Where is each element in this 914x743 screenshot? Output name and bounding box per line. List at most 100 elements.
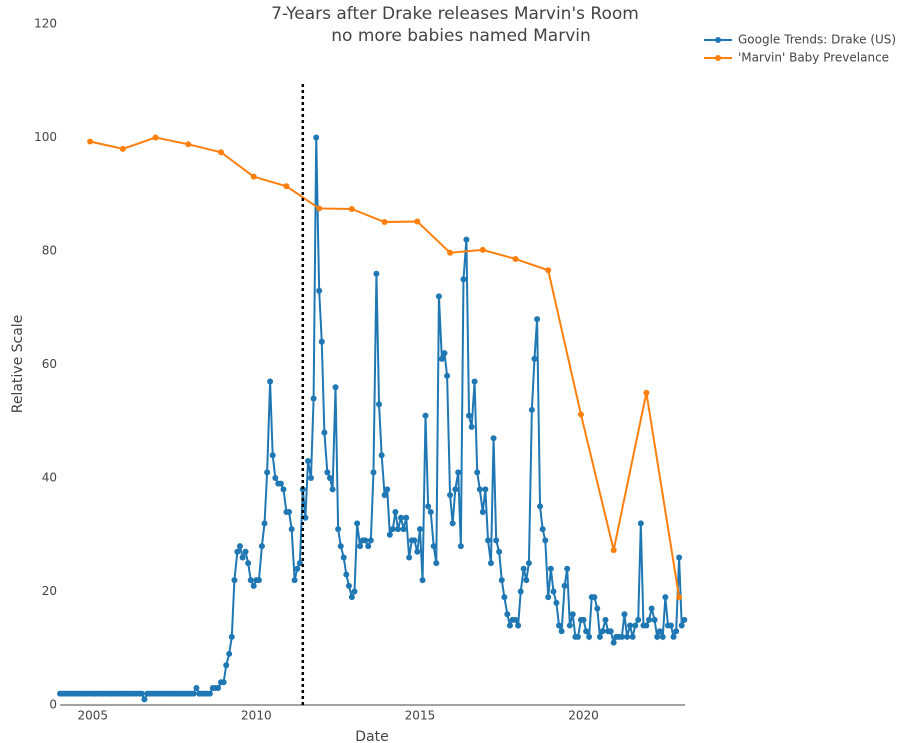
- marker: [277, 480, 284, 487]
- marker: [294, 565, 301, 572]
- marker: [610, 639, 617, 646]
- marker: [326, 475, 333, 481]
- x-tick-label: 2020: [568, 709, 599, 723]
- marker: [280, 486, 287, 493]
- marker: [316, 205, 323, 212]
- marker: [523, 577, 530, 584]
- marker: [648, 605, 655, 612]
- marker: [264, 469, 271, 476]
- marker: [643, 389, 650, 396]
- x-tick-label: 2010: [241, 709, 272, 723]
- marker: [479, 246, 486, 253]
- marker: [228, 633, 235, 640]
- marker: [659, 633, 666, 640]
- marker: [610, 547, 617, 554]
- marker: [438, 355, 445, 362]
- marker: [329, 486, 336, 493]
- marker: [580, 616, 587, 623]
- marker: [676, 594, 683, 601]
- marker: [389, 526, 396, 533]
- marker: [206, 690, 213, 697]
- series: [57, 134, 688, 703]
- marker: [296, 560, 303, 567]
- marker: [416, 526, 423, 533]
- marker: [545, 267, 552, 274]
- marker: [299, 486, 306, 493]
- marker: [643, 622, 650, 629]
- marker: [247, 577, 254, 584]
- marker: [217, 149, 224, 156]
- marker: [602, 616, 609, 623]
- marker: [618, 633, 625, 640]
- marker: [261, 520, 268, 527]
- marker: [340, 554, 347, 561]
- marker: [629, 633, 636, 640]
- marker: [471, 378, 478, 385]
- marker: [474, 469, 481, 476]
- marker: [220, 679, 227, 686]
- marker: [441, 350, 448, 357]
- marker: [362, 537, 369, 544]
- marker: [651, 616, 658, 623]
- y-tick-label: 20: [42, 584, 57, 598]
- marker: [403, 514, 410, 521]
- marker: [291, 577, 298, 584]
- marker: [681, 616, 688, 623]
- marker: [433, 560, 440, 567]
- marker: [468, 423, 475, 430]
- marker: [239, 554, 246, 561]
- marker: [487, 560, 494, 567]
- marker: [537, 503, 544, 510]
- marker: [539, 526, 546, 533]
- marker: [332, 384, 339, 391]
- marker: [316, 287, 323, 294]
- marker: [490, 435, 497, 442]
- marker: [550, 588, 557, 595]
- marker: [493, 537, 500, 544]
- marker: [185, 141, 192, 148]
- marker: [667, 622, 674, 629]
- marker: [242, 548, 249, 555]
- marker: [255, 577, 262, 584]
- marker: [476, 486, 483, 493]
- marker: [305, 457, 312, 464]
- marker: [447, 249, 454, 256]
- x-axis-title: Date: [355, 729, 388, 743]
- marker: [400, 526, 407, 533]
- marker: [512, 616, 519, 623]
- chart-title: no more babies named Marvin: [331, 26, 591, 46]
- marker: [534, 316, 541, 323]
- marker: [119, 145, 126, 152]
- marker: [354, 520, 361, 527]
- marker: [460, 276, 467, 283]
- marker: [348, 594, 355, 601]
- legend-label: Google Trends: Drake (US): [738, 33, 896, 47]
- marker: [313, 134, 320, 141]
- marker: [236, 543, 243, 550]
- marker: [624, 633, 631, 640]
- marker: [152, 134, 159, 141]
- marker: [583, 628, 590, 635]
- marker: [561, 582, 568, 589]
- marker: [381, 492, 388, 499]
- marker: [596, 633, 603, 640]
- marker: [607, 628, 614, 635]
- marker: [141, 696, 148, 703]
- x-tick-label: 2005: [77, 709, 108, 723]
- marker: [392, 509, 399, 516]
- marker: [512, 255, 519, 262]
- marker: [654, 633, 661, 640]
- marker: [542, 537, 549, 544]
- marker: [411, 537, 418, 544]
- marker: [627, 622, 634, 629]
- marker: [351, 588, 358, 595]
- marker: [444, 372, 451, 379]
- y-tick-label: 100: [34, 130, 57, 144]
- marker: [646, 616, 653, 623]
- marker: [430, 543, 437, 550]
- marker: [258, 543, 265, 550]
- y-tick-label: 80: [42, 244, 57, 258]
- marker: [591, 594, 598, 601]
- marker: [673, 628, 680, 635]
- marker: [335, 526, 342, 533]
